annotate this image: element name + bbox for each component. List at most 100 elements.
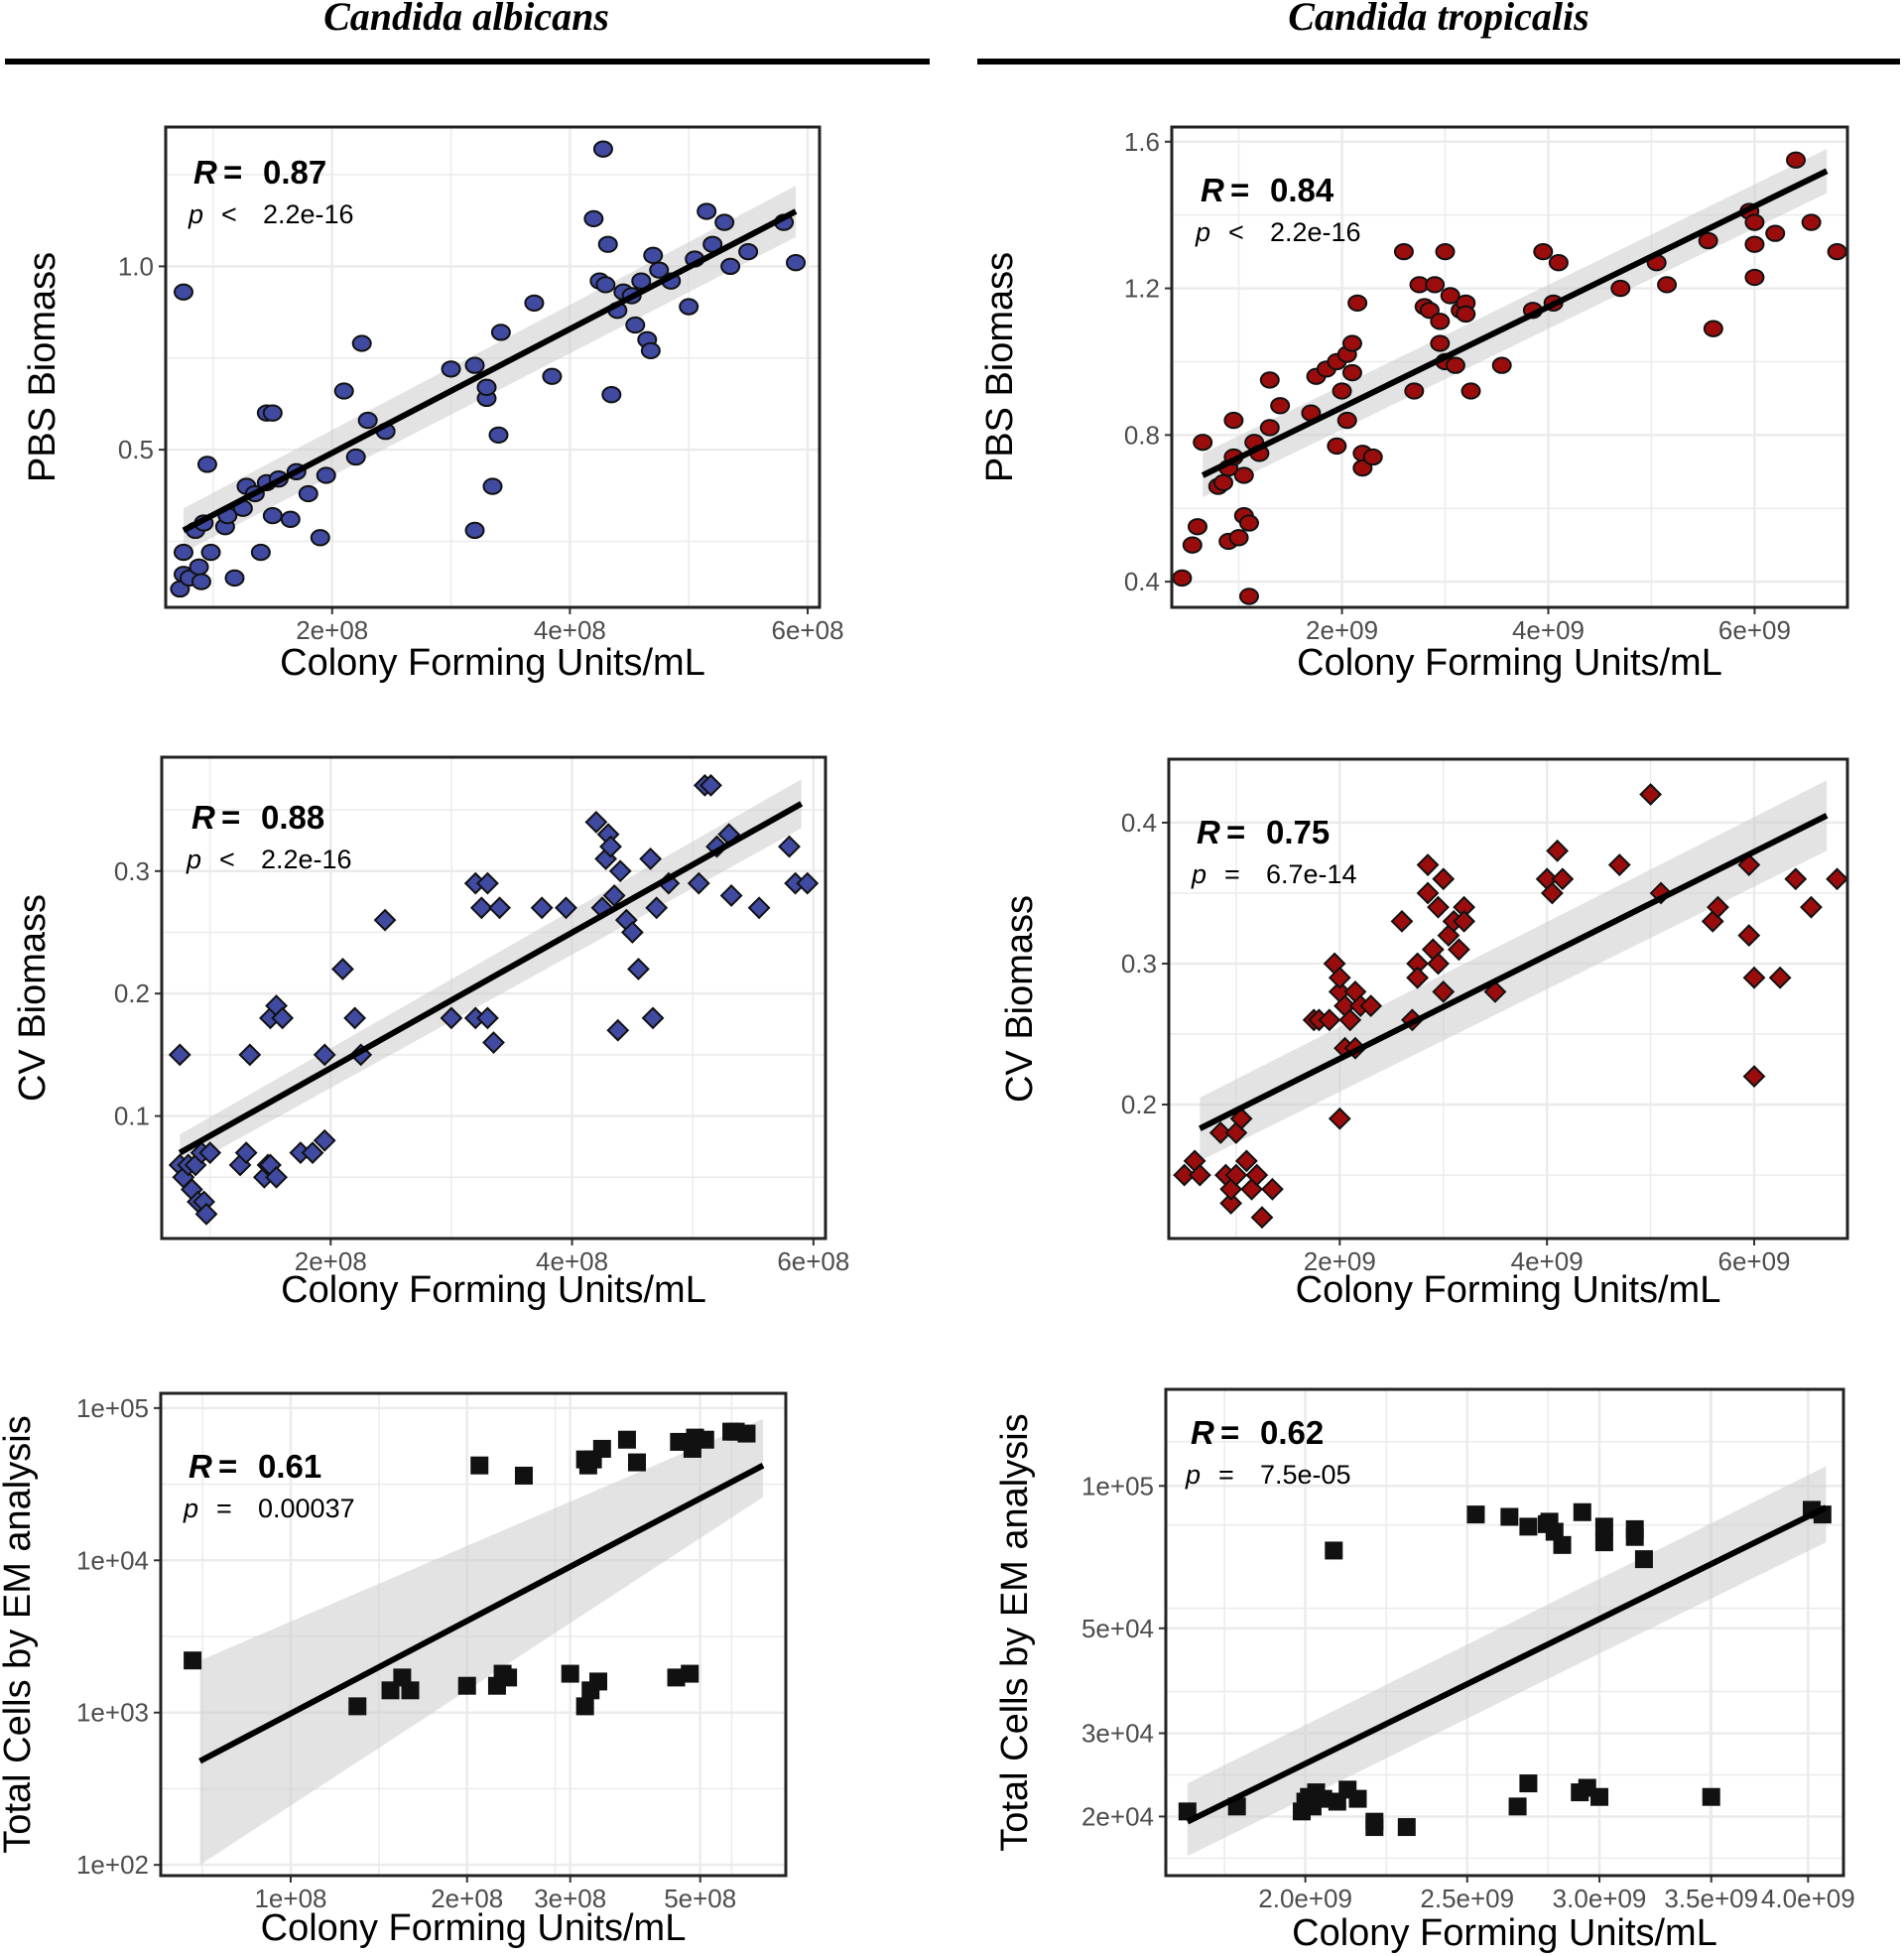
p-operator: = (216, 1494, 232, 1523)
data-point (719, 884, 743, 907)
data-point (1460, 382, 1481, 400)
panels: 2e+08 4e+08 6e+080.51.0R = 0.87p <2.2e-16Colo… (0, 125, 1855, 1954)
data-point (469, 896, 493, 920)
data-point (1500, 1507, 1519, 1526)
data-point (720, 257, 741, 276)
correlation-stats: R = 0.61 p = 0.00037 (183, 1448, 355, 1523)
regression-line (1198, 813, 1829, 1131)
data-point (1347, 294, 1368, 312)
data-point (345, 448, 366, 466)
data-point (738, 242, 759, 261)
data-point (1172, 569, 1193, 587)
data-point (1540, 881, 1564, 905)
y-axis-label: CV Biomass (12, 894, 54, 1102)
y-tick-label: 0.2 (114, 978, 150, 1008)
data-point (1427, 952, 1450, 976)
regression-line (198, 1463, 765, 1764)
y-tick-label: 1e+03 (76, 1698, 149, 1728)
data-point (542, 367, 563, 385)
y-tick-label: 1e+05 (76, 1393, 149, 1423)
data-point (1607, 853, 1631, 876)
data-point (697, 202, 717, 220)
chart-albicans-em: 1e+08 2e+08 3e+08 5e+08 1e+02 1e+03 1e+04 1e+05… (0, 1391, 788, 1949)
p-value: 2.2e-16 (261, 845, 352, 874)
y-tick-label: 5e+04 (1081, 1614, 1154, 1643)
column-title-albicans: Candida albicans (323, 0, 609, 39)
data-point (606, 1018, 630, 1042)
data-point (687, 871, 710, 895)
x-axis-label: Colony Forming Units/mL (1297, 642, 1722, 684)
regression-line (182, 208, 798, 534)
data-point (224, 569, 245, 587)
data-point (1801, 213, 1822, 231)
data-point (490, 324, 511, 341)
data-point (1435, 242, 1456, 261)
data-point (714, 213, 735, 231)
p-value: 6.7e-14 (1266, 859, 1357, 889)
data-point (1466, 1505, 1485, 1524)
data-point (488, 896, 511, 920)
data-point (499, 1668, 518, 1687)
chart-tropicalis-cv: 2e+09 4e+09 6e+09 0.2 0.3 0.4 R = 0.75 p = 6.7e-14 C… (999, 757, 1849, 1311)
data-point (530, 896, 554, 920)
data-point (1703, 320, 1723, 337)
data-point (649, 261, 670, 279)
panel-border (1170, 125, 1849, 609)
data-point (1327, 437, 1347, 456)
panel-border (164, 125, 822, 609)
data-point (1639, 783, 1663, 806)
y-tick-label: 1e+05 (1081, 1471, 1154, 1500)
data-point (194, 1202, 218, 1226)
data-point (1332, 382, 1352, 400)
data-point (639, 848, 663, 870)
data-point (173, 283, 193, 301)
data-point (198, 1141, 222, 1165)
p-operator: < (219, 845, 235, 874)
r-value: 0.75 (1266, 814, 1330, 850)
data-point (1261, 1177, 1284, 1201)
data-point (190, 573, 211, 590)
data-point (597, 235, 618, 253)
data-point (1338, 1008, 1362, 1032)
data-point (737, 1424, 756, 1443)
y-tick-label: 0.4 (1124, 567, 1160, 596)
data-point (464, 521, 485, 540)
x-axis-label: Colony Forming Units/mL (280, 642, 705, 684)
data-point (470, 1456, 489, 1475)
data-point (265, 1165, 288, 1189)
regression-line (178, 801, 804, 1156)
minor-grid (1169, 759, 1847, 1239)
data-point (1328, 966, 1351, 989)
data-point (1259, 419, 1280, 437)
data-point (1827, 242, 1847, 261)
x-tick-label: 4e+08 (536, 1246, 608, 1276)
data-point (1610, 279, 1631, 298)
r-equals: = (218, 1448, 237, 1485)
data-point (1453, 909, 1476, 933)
data-point (1551, 867, 1575, 891)
plot-layer (170, 140, 807, 598)
data-point (250, 543, 271, 562)
data-point (316, 466, 336, 484)
data-point (1259, 371, 1280, 389)
data-point (189, 558, 209, 577)
panel-border (160, 755, 827, 1240)
data-point (476, 1006, 499, 1030)
x-tick-label: 4e+09 (1512, 615, 1585, 645)
data-point (1800, 895, 1823, 919)
panel-border (159, 1391, 788, 1878)
data-point (262, 506, 283, 525)
y-tick-label: 0.5 (118, 435, 154, 464)
data-point (1440, 287, 1460, 305)
data-point (1698, 231, 1718, 250)
data-point (595, 276, 616, 294)
x-tick-label: 2.5e+09 (1420, 1884, 1514, 1913)
data-point (357, 411, 378, 430)
data-point (1318, 1008, 1341, 1032)
x-tick-label: 4e+09 (1511, 1246, 1584, 1276)
data-point (1594, 1517, 1613, 1536)
data-point (645, 896, 669, 920)
y-tick-label: 0.2 (1121, 1090, 1157, 1119)
p-value: 2.2e-16 (263, 199, 354, 229)
r-label: R (193, 154, 217, 191)
